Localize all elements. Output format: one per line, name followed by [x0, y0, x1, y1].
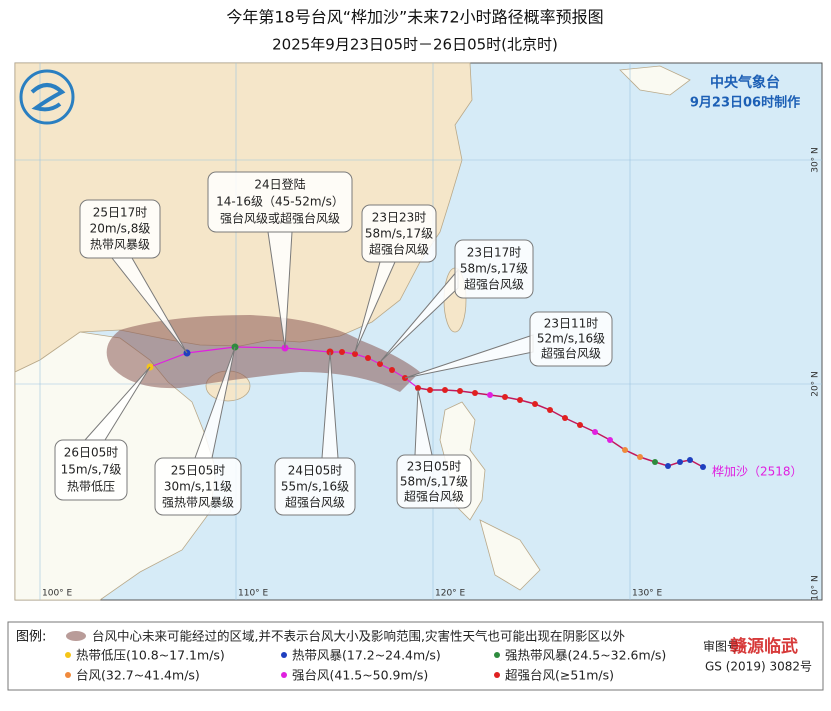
callout-text: 20m/s,8级	[90, 222, 151, 236]
logo	[19, 69, 75, 125]
lat-label: 20° N	[811, 371, 821, 397]
legend-box	[7, 621, 824, 691]
legend-text: 台风中心未来可能经过的区域,并不表示台风大小及影响范围,灾害性天气也可能出现在阴…	[92, 629, 625, 644]
lon-label: 110° E	[238, 589, 269, 599]
callout-text: 24日登陆	[254, 177, 305, 192]
callout-text: 25日17时	[93, 206, 148, 220]
callout-text: 超强台风级	[541, 346, 601, 361]
callout-text: 58m/s,17级	[460, 262, 528, 276]
callout-text: 强台风级或超强台风级	[220, 211, 340, 226]
callout-text: 超强台风级	[464, 277, 524, 292]
callout-text: 超强台风级	[369, 242, 429, 257]
legend: 图例: 台风中心未来可能经过的区域,并不表示台风大小及影响范围,灾害性天气也可能…	[7, 621, 824, 691]
lon-label: 100° E	[42, 589, 73, 599]
legend-text: 热带风暴(17.2~24.4m/s)	[292, 648, 441, 663]
callout: 24日05时 55m/s,16级 超强台风级	[274, 351, 356, 516]
callout-text: 14-16级（45-52m/s）	[216, 195, 344, 209]
callout-text: 热带风暴级	[90, 238, 150, 252]
callout: 25日05时 30m/s,11级 强热带风暴级	[154, 346, 242, 516]
callout: 26日05时 15m/s,7级 热带低压	[54, 366, 151, 501]
callout-text: 超强台风级	[404, 489, 464, 504]
lon-label: 120° E	[435, 589, 466, 599]
callout-text: 15m/s,7级	[61, 463, 122, 477]
callout-text: 热带低压	[67, 480, 115, 494]
callout-text: 58m/s,17级	[365, 227, 433, 241]
title: 今年第18号台风“桦加沙”未来72小时路径概率预报图	[226, 8, 603, 27]
legend-text: 超强台风(≥51m/s)	[505, 668, 614, 683]
mindanao	[479, 519, 541, 591]
callout-text: 强热带风暴级	[162, 496, 234, 510]
callout-text: 23日11时	[544, 317, 599, 331]
ryukyu	[619, 65, 691, 96]
legend-text: 强热带风暴(24.5~32.6m/s)	[505, 648, 666, 663]
typhoon-name: 桦加沙（2518）	[712, 464, 803, 479]
callout: 24日登陆 14-16级（45-52m/s） 强台风级或超强台风级	[207, 171, 353, 349]
callout-text: 55m/s,16级	[281, 480, 349, 494]
probability-cone	[106, 315, 421, 392]
callout: 23日11时 52m/s,16级 超强台风级	[404, 311, 613, 379]
issue-time: 9月23日06时制作	[690, 95, 800, 111]
callout: 23日23时 58m/s,17级 超强台风级	[354, 204, 437, 353]
legend-text: 台风(32.7~41.4m/s)	[76, 668, 200, 683]
callout-text: 25日05时	[171, 464, 226, 478]
callout-text: 超强台风级	[285, 495, 345, 510]
callout: 23日17时 58m/s,17级 超强台风级	[379, 239, 534, 363]
callout-text: 23日05时	[407, 460, 462, 474]
watermark: 赣源临武	[730, 636, 798, 657]
callout-text: 24日05时	[288, 464, 343, 478]
callout-text: 52m/s,16级	[537, 332, 605, 346]
subtitle: 2025年9月23日05时－26日05时(北京时)	[272, 36, 558, 54]
legend-title: 图例:	[16, 630, 46, 645]
review-number: GS (2019) 3082号	[705, 660, 812, 674]
callout: 25日17时 20m/s,8级 热带风暴级	[79, 199, 188, 354]
lat-label: 10° N	[811, 575, 821, 601]
legend-text: 强台风(41.5~50.9m/s)	[292, 668, 428, 683]
callout: 23日05时 58m/s,17级 超强台风级	[396, 389, 472, 509]
callout-text: 30m/s,11级	[164, 480, 232, 494]
map: 100° E 110° E 120° E 130° E 30° N 20° N …	[14, 62, 823, 601]
callout-text: 26日05时	[64, 446, 119, 460]
lat-label: 30° N	[811, 147, 821, 173]
callout-text: 58m/s,17级	[400, 475, 468, 489]
callout-text: 23日23时	[372, 211, 427, 225]
legend-text: 热带低压(10.8~17.1m/s)	[76, 648, 225, 663]
review-label: 审图号	[703, 639, 739, 654]
agency: 中央气象台	[710, 74, 780, 91]
lon-label: 130° E	[632, 589, 663, 599]
callout-text: 23日17时	[467, 246, 522, 260]
